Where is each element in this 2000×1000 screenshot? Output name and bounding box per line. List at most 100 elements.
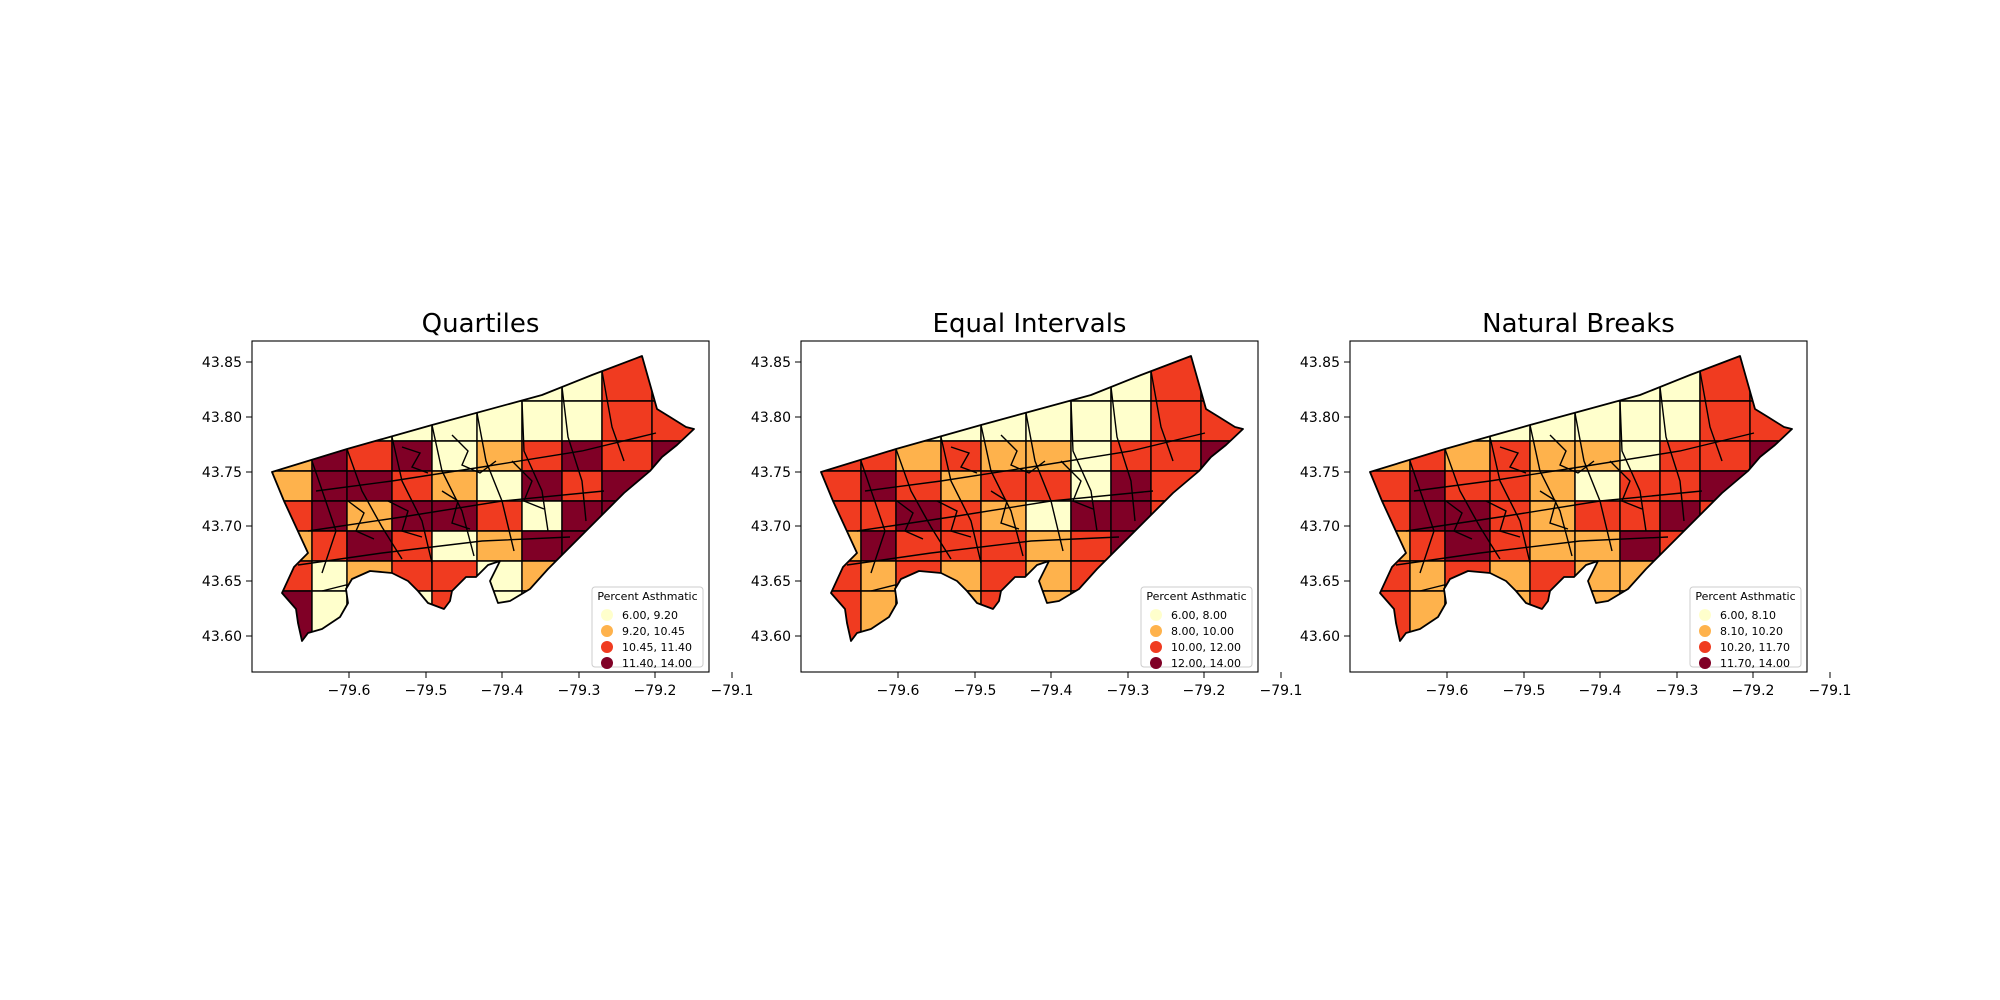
district-polygon [1150,500,1202,532]
district-polygon [561,356,603,402]
district-polygon [980,400,1027,442]
district-polygon [1370,356,1411,402]
legend-entry: 10.45, 11.40 [622,641,692,654]
district-polygon [821,590,862,641]
x-tick-label: −79.5 [405,683,448,699]
district-polygon [1574,500,1621,532]
district-polygon [1150,356,1202,402]
district-polygon [1574,530,1621,562]
legend-marker [1699,641,1711,653]
district-polygon [1529,590,1576,641]
district-polygon [311,440,348,472]
district-polygon [895,356,942,402]
district-polygon [1409,440,1446,472]
boundary-line [1659,386,1685,522]
legend-marker [1150,609,1162,621]
district-polygon [1025,500,1072,532]
district-polygon [601,356,653,402]
district-polygon [1370,400,1411,442]
district-polygon [272,400,313,442]
district-polygon [272,590,313,641]
district-boundaries [297,370,657,622]
x-tick-label: −79.4 [1579,683,1622,699]
x-tick-label: −79.2 [1732,683,1775,699]
x-tick-label: −79.6 [328,683,371,699]
boundary-line [431,424,475,557]
district-polygon [860,440,897,472]
district-polygon [561,440,603,472]
district-polygon [521,356,563,402]
boundary-line [451,434,497,474]
district-polygon [346,560,393,592]
y-tick-label: 43.80 [202,410,242,426]
district-polygon [272,500,313,532]
district-polygon [1619,400,1661,442]
district-polygon [272,560,313,592]
district-polygon [1489,590,1531,641]
district-polygon [1070,440,1112,472]
boundary-line [1060,460,1094,510]
boundary-line [1025,412,1064,552]
boundary-line [391,436,433,564]
x-tick-label: −79.4 [1030,683,1073,699]
district-polygon [601,440,653,472]
boundary-line [846,536,1120,566]
district-polygon [1200,440,1243,472]
district-polygon [1619,356,1661,402]
boundary-line [940,436,982,564]
legend-entry: 11.40, 14.00 [622,657,692,670]
boundary-line [401,446,429,474]
district-polygon [1070,356,1112,402]
y-tick-label: 43.75 [1300,465,1340,481]
district-polygon [821,560,862,592]
district-polygon [391,356,433,402]
boundary-line [936,500,972,538]
y-tick-label: 43.85 [1300,355,1340,371]
boundary-line [297,536,571,566]
district-polygon [346,356,393,402]
x-tick-label: −79.5 [1503,683,1546,699]
district-polygon [1409,530,1446,562]
x-tick-label: −79.3 [1656,683,1699,699]
district-polygon [651,470,694,502]
district-polygon [1699,356,1751,402]
legend-entry: 8.10, 10.20 [1720,625,1783,638]
district-polygon [521,440,563,472]
district-polygon [1619,590,1661,641]
y-tick-label: 43.75 [751,465,791,481]
district-polygon [1619,530,1661,562]
boundary-line [1395,536,1669,566]
district-polygon [1444,400,1491,442]
x-tick-label: −79.6 [877,683,920,699]
district-polygon [431,590,478,641]
boundary-line [521,400,549,532]
district-polygon [980,590,1027,641]
legend-box [1140,586,1253,668]
axes-frame [800,340,1259,673]
district-polygon [821,400,862,442]
district-polygon [1200,500,1243,532]
district-polygon [651,530,694,562]
boundary-line [315,432,657,492]
district-polygon [1150,530,1202,562]
district-polygon [940,470,982,502]
district-polygon [980,356,1027,402]
district-polygon [1200,356,1243,402]
legend-marker [1150,657,1162,669]
boundary-line [311,460,337,574]
district-polygon [476,356,523,402]
district-boundaries [1395,370,1755,622]
map-panel-equal-intervals: Equal Intervals −79.6 −79.5 −79.4 −79.3 −79.2… [751,309,1303,699]
legend-marker [1699,657,1711,669]
y-tick-label: 43.65 [202,574,242,590]
y-tick-label: 43.60 [202,629,242,645]
district-polygon [561,500,603,532]
panel-title: Equal Intervals [933,309,1127,339]
boundary-line [1619,400,1647,532]
district-polygon [1370,590,1411,641]
district-polygon [1574,356,1621,402]
y-tick-label: 43.75 [202,465,242,481]
district-polygon [1150,400,1202,442]
district-polygon [1444,560,1491,592]
